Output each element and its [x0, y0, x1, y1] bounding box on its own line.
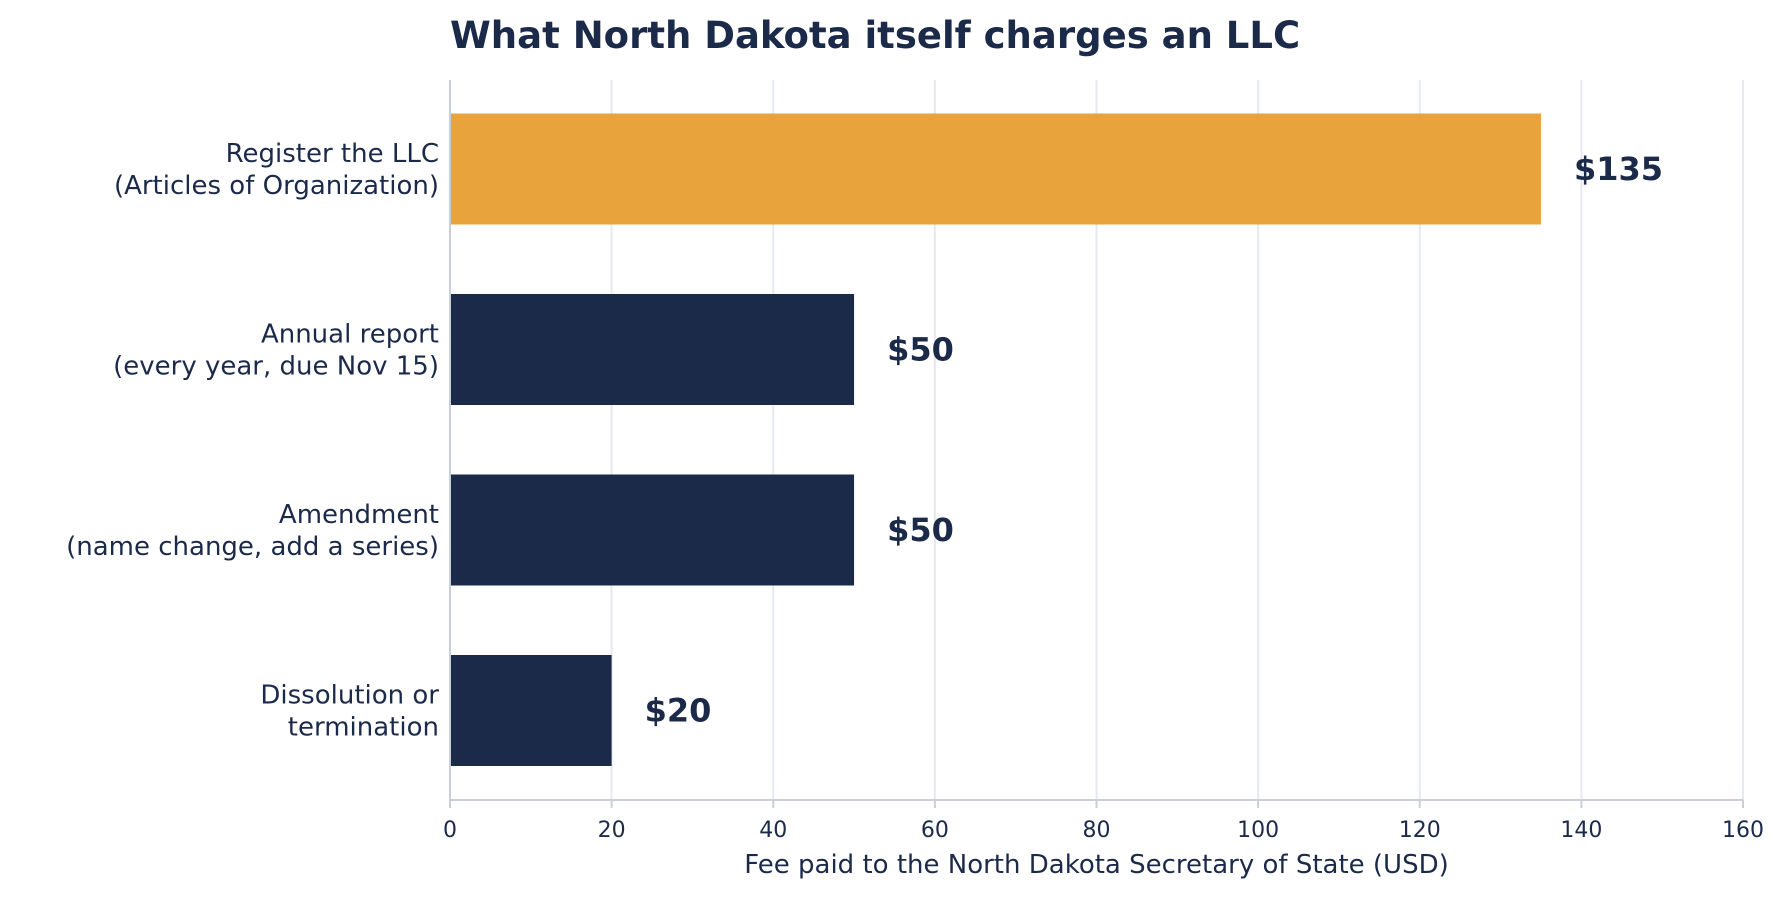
bar: [450, 655, 612, 766]
x-tick-label: 140: [1560, 818, 1602, 843]
category-label: Dissolution or termination: [260, 681, 439, 743]
x-tick-label: 0: [443, 818, 457, 843]
category-label-line: (name change, add a series): [66, 532, 439, 562]
x-tick-label: 100: [1237, 818, 1279, 843]
x-axis-label: Fee paid to the North Dakota Secretary o…: [744, 850, 1449, 880]
x-tick-label: 60: [921, 818, 949, 843]
category-labels: Register the LLC (Articles of Organizatio…: [66, 139, 439, 743]
bar: [450, 474, 855, 586]
category-label-line: Amendment: [279, 500, 439, 530]
bar: [450, 294, 855, 405]
value-labels: $135 $50 $50 $20: [645, 150, 1663, 730]
category-label: Amendment (name change, add a series): [66, 500, 439, 562]
category-label: Register the LLC (Articles of Organizatio…: [114, 139, 439, 201]
value-label: $50: [887, 331, 954, 369]
category-label-line: (Articles of Organization): [114, 171, 439, 201]
bars: [450, 113, 1541, 766]
category-label-line: termination: [288, 713, 439, 743]
x-tick-label: 160: [1722, 818, 1764, 843]
value-label: $50: [887, 511, 954, 549]
bar: [450, 113, 1541, 225]
category-label-line: Annual report: [261, 320, 439, 350]
category-label-line: (every year, due Nov 15): [113, 352, 439, 382]
category-label-line: Dissolution or: [260, 681, 439, 711]
value-label: $20: [645, 692, 712, 730]
x-axis: 0 20 40 60 80 100 120 140 160: [443, 80, 1764, 843]
x-tick-label: 80: [1083, 818, 1111, 843]
x-tick-label: 120: [1399, 818, 1441, 843]
chart-title: What North Dakota itself charges an LLC: [450, 14, 1300, 57]
value-label: $135: [1574, 150, 1663, 188]
x-tick-label: 40: [759, 818, 787, 843]
category-label-line: Register the LLC: [226, 139, 439, 169]
category-label: Annual report (every year, due Nov 15): [113, 320, 439, 382]
x-tick-label: 20: [598, 818, 626, 843]
